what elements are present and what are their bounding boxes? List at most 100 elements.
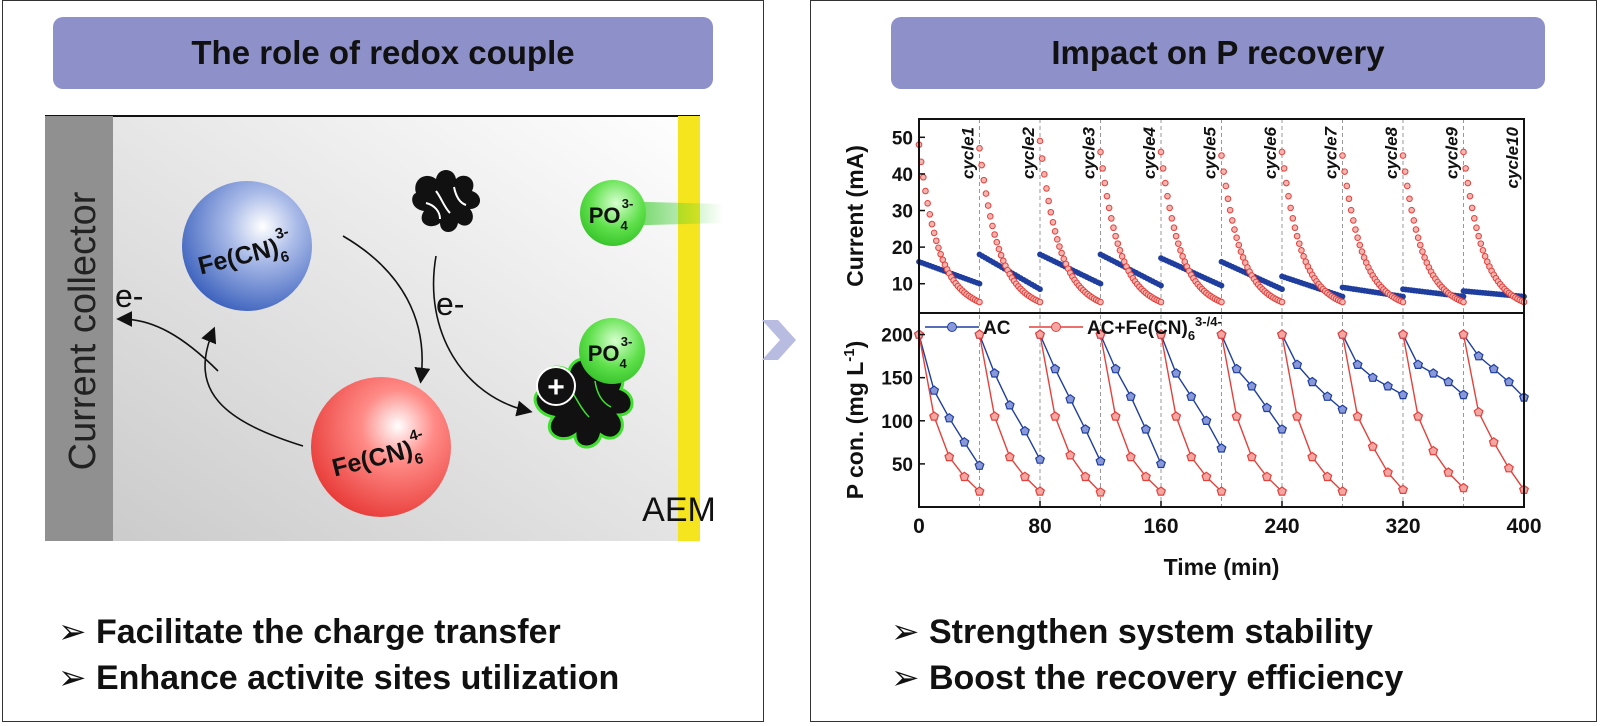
current-point-redox bbox=[1464, 179, 1472, 187]
pcon-point-redox bbox=[1458, 329, 1469, 339]
pcon-point-redox bbox=[1322, 471, 1333, 482]
current-point-redox bbox=[1231, 226, 1238, 233]
pcon-point-redox bbox=[1140, 471, 1151, 482]
current-point-redox bbox=[1112, 232, 1119, 240]
current-point-redox bbox=[1036, 298, 1044, 306]
current-point-redox bbox=[1220, 168, 1227, 175]
current-collector bbox=[45, 116, 113, 541]
bottom-y-tick-label: 150 bbox=[881, 369, 913, 390]
x-tick-label: 400 bbox=[1506, 515, 1541, 538]
current-point-redox bbox=[1414, 234, 1422, 242]
pcon-point-redox bbox=[1201, 471, 1212, 482]
pcon-point-redox bbox=[1473, 406, 1484, 417]
pcon-point-redox bbox=[1034, 486, 1046, 496]
current-point-redox bbox=[1168, 215, 1176, 222]
current-point-redox bbox=[1352, 226, 1359, 233]
current-point-redox bbox=[928, 220, 936, 228]
electron-label-right: e- bbox=[436, 286, 464, 322]
current-point-redox bbox=[1045, 197, 1052, 205]
bottom-y-tick-label: 200 bbox=[881, 326, 913, 347]
current-point-redox bbox=[1481, 253, 1489, 260]
legend-marker-ac bbox=[947, 322, 957, 332]
electron-label-left: e- bbox=[115, 278, 143, 314]
pcon-point-ac bbox=[974, 460, 985, 470]
pcon-point-redox bbox=[1155, 486, 1167, 496]
pcon-point-redox bbox=[974, 329, 985, 339]
current-point-redox bbox=[1233, 234, 1240, 242]
pcon-point-redox bbox=[1019, 471, 1030, 482]
pcon-point-redox bbox=[1397, 484, 1409, 494]
current-point-ac bbox=[1158, 282, 1164, 289]
current-point-redox bbox=[1404, 182, 1411, 190]
current-point-redox bbox=[1058, 249, 1065, 257]
pcon-point-redox bbox=[1216, 329, 1227, 339]
pcon-point-ac bbox=[944, 412, 955, 423]
pcon-point-redox bbox=[1186, 451, 1197, 462]
pcon-point-redox bbox=[1443, 467, 1454, 477]
current-point-redox bbox=[1159, 165, 1167, 172]
current-point-redox bbox=[1466, 192, 1474, 200]
pcon-line-redox bbox=[1039, 334, 1102, 493]
pcon-point-ac bbox=[1337, 404, 1348, 414]
current-point-redox bbox=[1421, 254, 1428, 261]
current-point-redox bbox=[987, 213, 994, 220]
current-point-redox bbox=[995, 245, 1003, 253]
pcon-point-ac bbox=[1004, 400, 1015, 410]
pcon-point-ac bbox=[1382, 381, 1393, 391]
top-y-tick-label: 50 bbox=[892, 128, 913, 149]
current-point-redox bbox=[1097, 298, 1104, 306]
current-point-redox bbox=[1177, 247, 1184, 254]
pcon-point-redox bbox=[1292, 411, 1303, 421]
current-point-redox bbox=[937, 250, 944, 258]
pcon-point-ac bbox=[1367, 372, 1378, 382]
current-point-redox bbox=[922, 187, 929, 195]
current-point-ac bbox=[1279, 286, 1285, 293]
current-point-redox bbox=[991, 231, 998, 238]
current-point-redox bbox=[976, 298, 983, 306]
current-point-redox bbox=[1170, 224, 1178, 232]
x-tick-label: 160 bbox=[1143, 515, 1178, 538]
x-tick-label: 240 bbox=[1264, 515, 1299, 538]
current-point-redox bbox=[1475, 232, 1482, 240]
pcon-point-redox bbox=[1367, 441, 1378, 451]
pcon-point-redox bbox=[989, 411, 1000, 421]
pcon-point-redox bbox=[959, 471, 970, 482]
cycle-label: cycle10 bbox=[1503, 126, 1522, 188]
pcon-point-ac bbox=[959, 437, 970, 447]
current-point-redox bbox=[1347, 206, 1355, 214]
pcon-line-redox bbox=[1099, 334, 1162, 493]
current-point-redox bbox=[932, 237, 940, 245]
current-point-redox bbox=[1105, 204, 1113, 212]
pcon-point-ac bbox=[1201, 415, 1212, 425]
pcon-point-ac bbox=[1443, 376, 1454, 387]
current-point-redox bbox=[926, 210, 934, 218]
current-point-redox bbox=[1350, 217, 1357, 224]
current-point-redox bbox=[1229, 217, 1236, 224]
pcon-line-ac bbox=[918, 334, 981, 466]
pcon-point-redox bbox=[1276, 329, 1288, 339]
pcon-point-ac bbox=[1458, 389, 1469, 400]
cycle-label: cycle5 bbox=[1201, 126, 1220, 179]
current-point-redox bbox=[1298, 247, 1305, 254]
pcon-point-ac bbox=[1261, 402, 1272, 413]
current-point-redox bbox=[1103, 192, 1111, 200]
current-point-redox bbox=[1278, 148, 1286, 156]
current-point-redox bbox=[1108, 215, 1115, 222]
redox-diagram: Current collector AEM e- e- Fe(CN)63- Fe… bbox=[45, 115, 723, 541]
current-point-redox bbox=[1099, 165, 1106, 172]
left-bullet-1: ➢ Facilitate the charge transfer bbox=[58, 613, 561, 651]
legend-label-redox: AC+Fe(CN)63-/4- bbox=[1087, 314, 1222, 343]
current-point-redox bbox=[1339, 298, 1346, 306]
current-point-ac bbox=[976, 280, 983, 287]
current-point-redox bbox=[1041, 171, 1048, 178]
bottom-y-tick-label: 100 bbox=[881, 412, 913, 433]
current-collector-label: Current collector bbox=[62, 191, 104, 470]
current-point-redox bbox=[1462, 165, 1469, 172]
current-point-redox bbox=[1166, 204, 1173, 212]
current-point-redox bbox=[1291, 224, 1299, 232]
current-point-redox bbox=[993, 238, 1001, 246]
right-bullets: ➢ Strengthen system stability ➢ Boost th… bbox=[891, 609, 1403, 701]
pcon-point-redox bbox=[1080, 471, 1091, 482]
current-point-redox bbox=[1047, 208, 1055, 216]
current-point-redox bbox=[1174, 240, 1182, 247]
